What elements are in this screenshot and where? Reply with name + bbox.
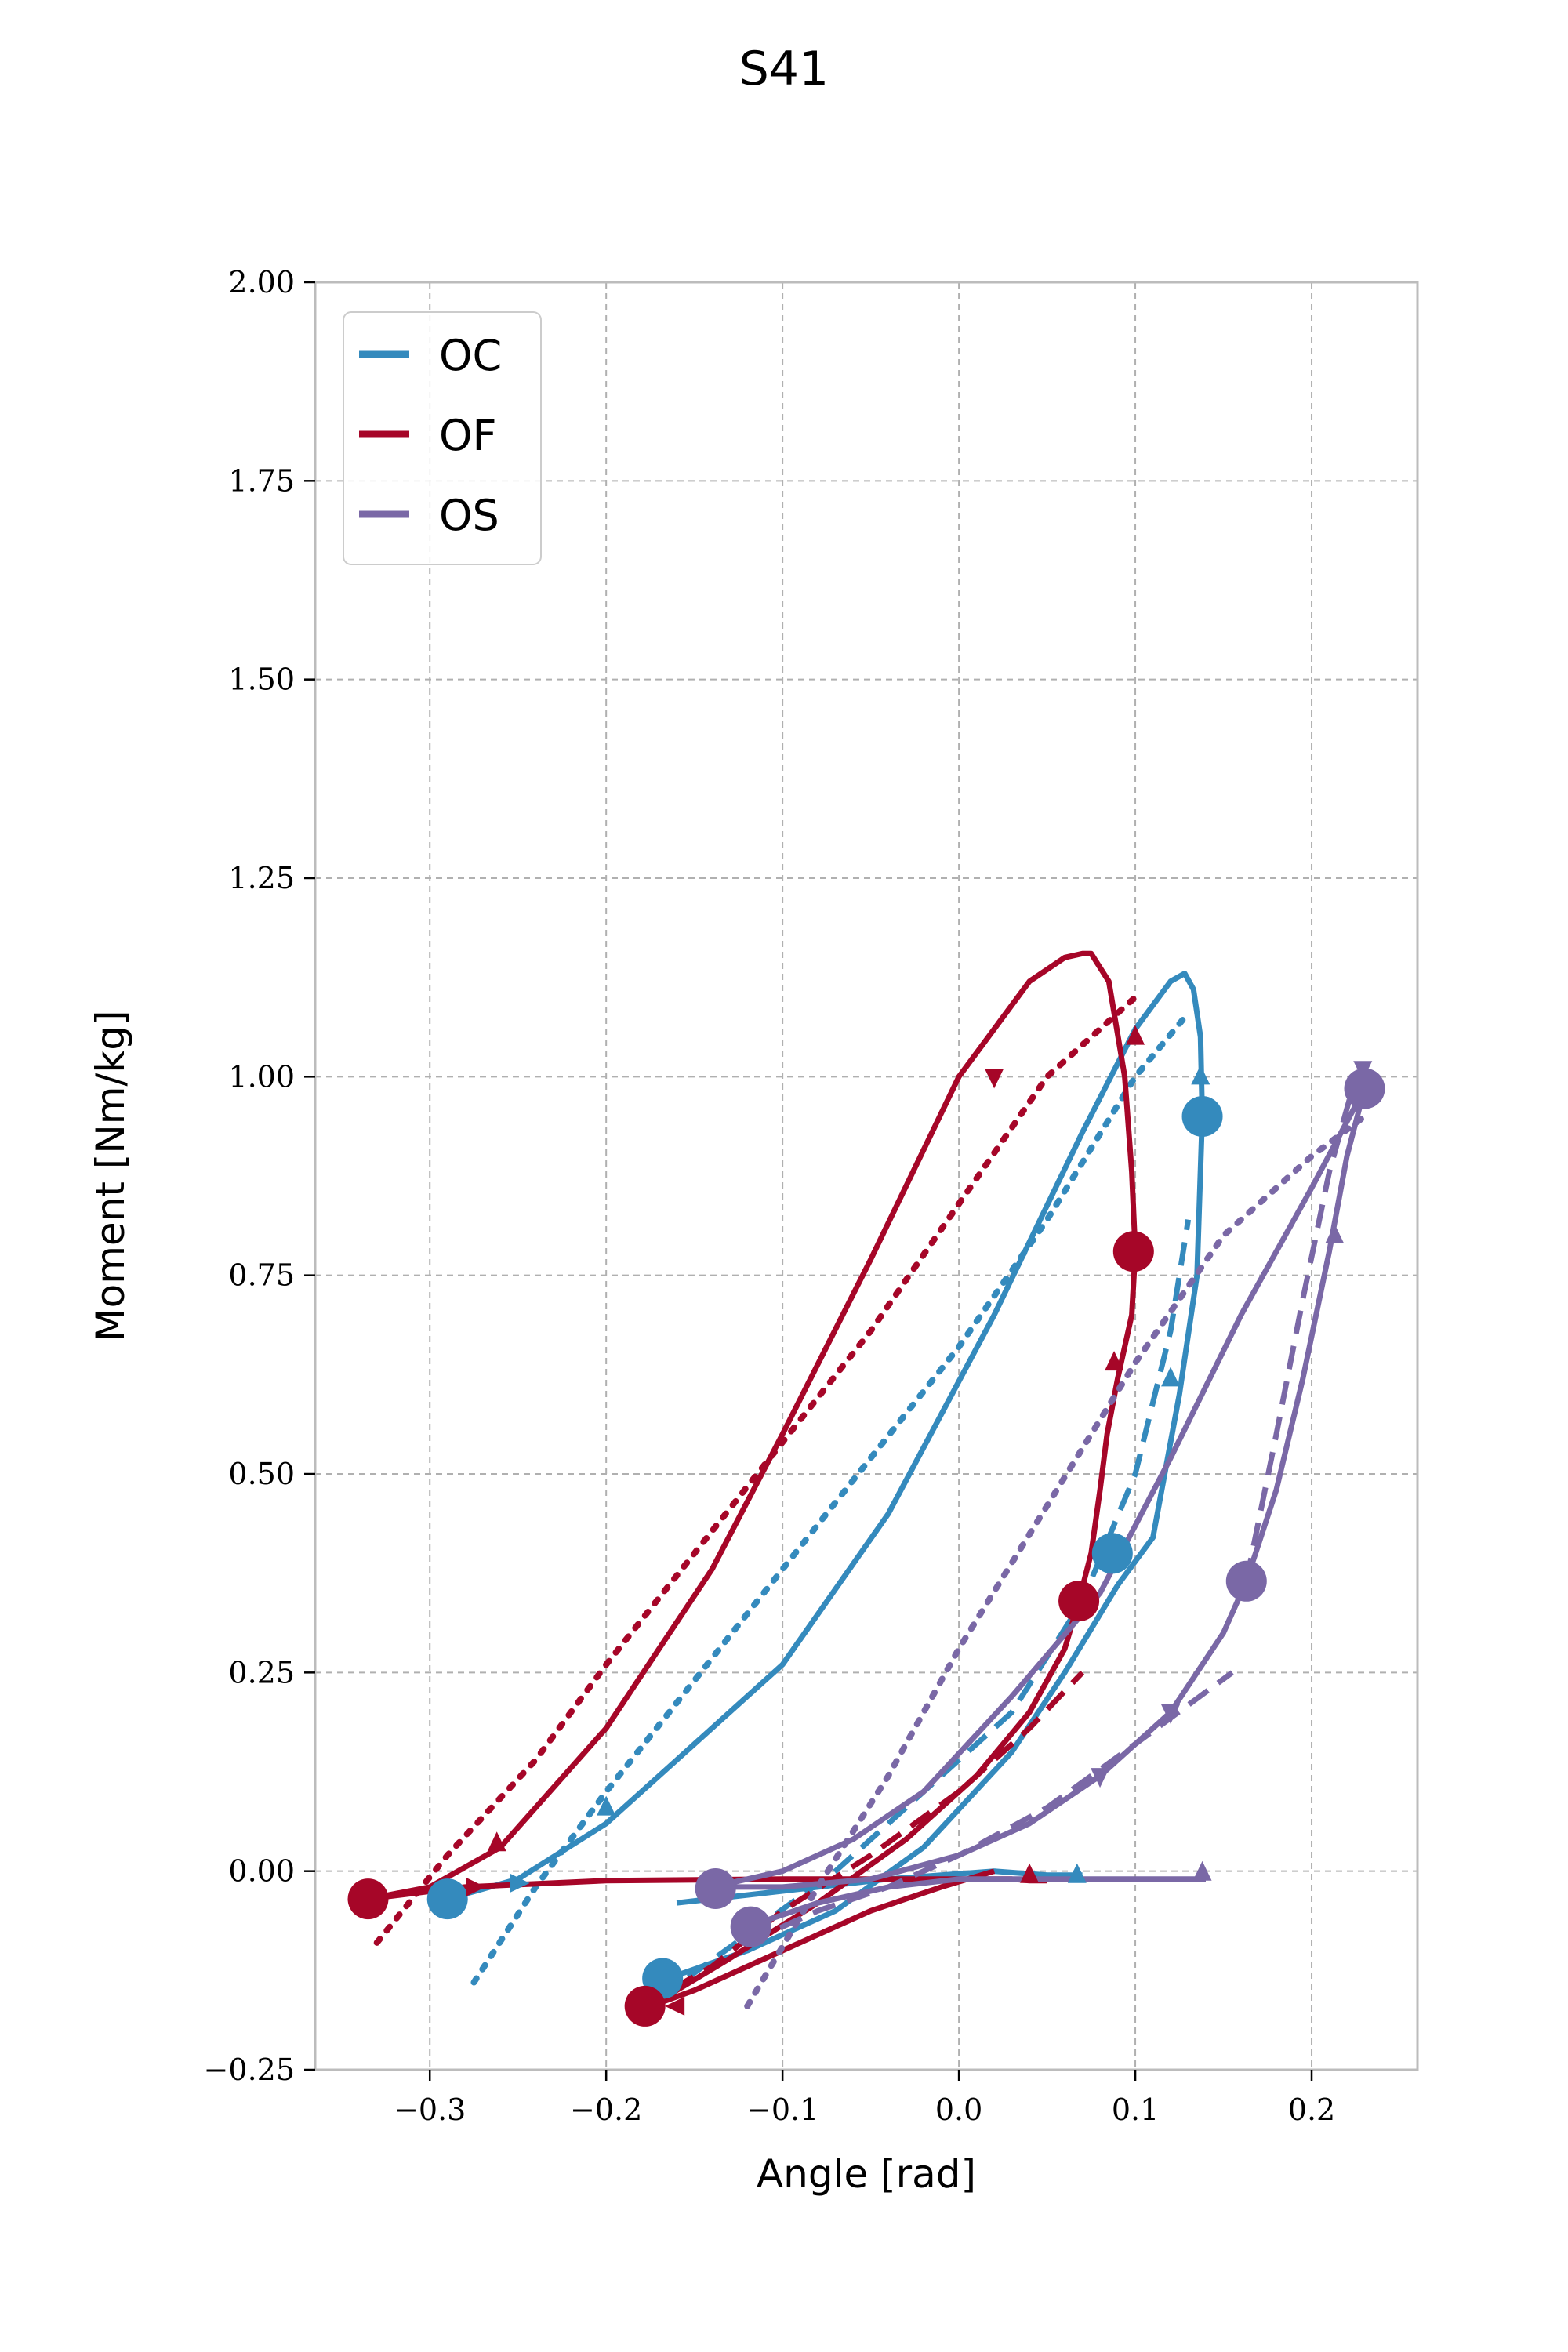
data-point-marker <box>1091 1533 1133 1574</box>
data-point-marker <box>695 1867 736 1909</box>
series-line-oc <box>470 1010 1192 1986</box>
x-tick-label: −0.1 <box>746 2092 818 2127</box>
data-point-marker <box>1344 1068 1385 1109</box>
direction-arrow-marker <box>487 1831 506 1852</box>
direction-arrow-marker <box>597 1795 616 1816</box>
x-axis-label: Angle [rad] <box>757 2151 976 2197</box>
data-point-marker <box>426 1878 468 1920</box>
chart-title: S41 <box>739 42 829 96</box>
x-tick-label: 0.1 <box>1112 2092 1159 2127</box>
legend-label-os: OS <box>439 491 499 540</box>
series-line-os <box>711 1087 1367 1890</box>
x-tick-label: −0.2 <box>570 2092 642 2127</box>
series-line-os <box>712 1087 1367 1890</box>
series-line-os <box>746 1670 1234 1946</box>
direction-arrow-marker <box>1192 1860 1212 1881</box>
direction-arrow-marker <box>1353 1061 1373 1081</box>
legend: OC OF OS <box>343 311 542 565</box>
data-point-marker <box>1112 1231 1154 1272</box>
series-line-oc <box>446 971 1205 1981</box>
series-line-of <box>640 1670 1085 2009</box>
data-point-marker <box>1225 1560 1267 1602</box>
direction-arrow-marker <box>665 1996 685 2016</box>
series-line-of <box>648 1600 1082 2009</box>
series-line-of <box>649 1868 996 2009</box>
series-line-os <box>744 1113 1368 2009</box>
marker-layer <box>347 1025 1385 2027</box>
y-tick-label: 0.50 <box>228 1457 295 1491</box>
direction-arrow-marker <box>1020 1863 1040 1883</box>
y-tick-label: 0.75 <box>228 1258 295 1293</box>
data-point-marker <box>347 1878 389 1920</box>
x-tick-label: 0.0 <box>935 2092 982 2127</box>
plot-frame <box>314 281 1419 2071</box>
y-tick-label: 1.00 <box>228 1059 295 1094</box>
series-line-os <box>1243 1076 1359 1582</box>
direction-arrow-marker <box>1161 1367 1181 1387</box>
y-tick-label: −0.25 <box>204 2053 295 2087</box>
direction-arrow-marker <box>1191 1065 1210 1085</box>
data-point-marker <box>730 1906 771 1947</box>
series-line-of <box>367 950 1138 1902</box>
data-point-marker <box>1058 1581 1100 1622</box>
direction-arrow-marker <box>985 1069 1004 1089</box>
x-tick-label: −0.3 <box>394 2092 466 2127</box>
y-tick-label: 0.25 <box>228 1655 295 1690</box>
direction-arrow-marker <box>1067 1863 1087 1883</box>
direction-arrow-marker <box>510 1873 530 1893</box>
y-tick-label: 1.25 <box>228 861 295 895</box>
y-axis-label: Moment [Nm/kg] <box>88 1010 133 1341</box>
y-tick-label: 2.00 <box>228 265 295 299</box>
direction-arrow-marker <box>1105 1351 1124 1371</box>
tick-layer: −0.3 −0.2 −0.1 0.0 0.1 0.2 −0.25 0.00 0.25 0.50 0.… <box>204 265 1336 2127</box>
series-line-of <box>373 994 1139 1946</box>
direction-arrow-marker <box>1091 1768 1110 1788</box>
y-tick-label: 0.00 <box>228 1854 295 1889</box>
data-point-marker <box>1181 1096 1223 1137</box>
series-line-os <box>746 1876 1206 1929</box>
y-tick-label: 1.75 <box>228 463 295 498</box>
legend-label-of: OF <box>439 411 497 460</box>
direction-arrow-marker <box>1161 1704 1181 1724</box>
legend-box <box>343 311 542 565</box>
direction-arrow-marker <box>1325 1224 1345 1243</box>
data-point-marker <box>624 1985 666 2027</box>
x-tick-label: 0.2 <box>1288 2092 1335 2127</box>
direction-arrow-marker <box>466 1877 486 1896</box>
y-tick-label: 1.50 <box>228 662 295 697</box>
direction-arrow-marker <box>1126 1025 1145 1045</box>
legend-label-oc: OC <box>439 331 502 380</box>
